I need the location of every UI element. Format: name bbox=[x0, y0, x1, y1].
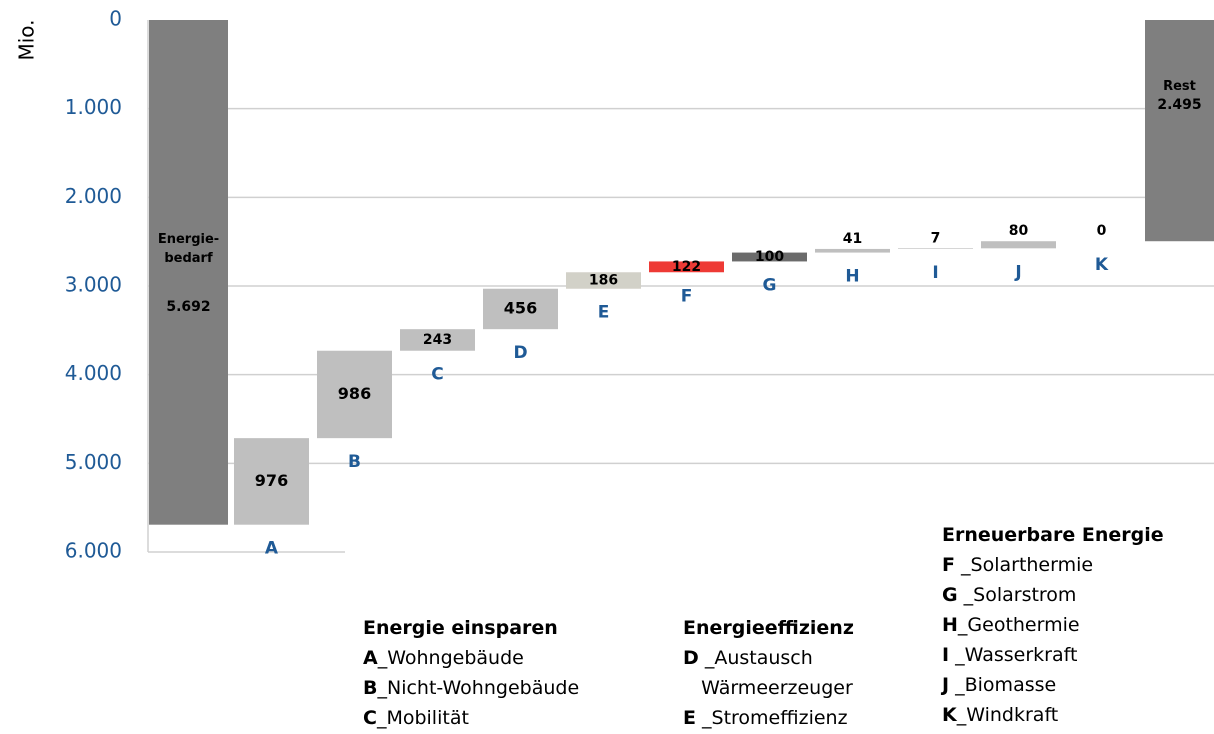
value-label: 100 bbox=[755, 249, 784, 265]
legend-key: D bbox=[683, 647, 699, 669]
value-label: 976 bbox=[255, 471, 288, 490]
legend-text: _Nicht-Wohngebäude bbox=[377, 677, 580, 699]
legend-group: Erneuerbare Energie F _Solarthermie G _Sol… bbox=[942, 520, 1164, 730]
bar bbox=[815, 248, 890, 253]
legend-key: G bbox=[942, 584, 958, 606]
y-axis-label: Mio. bbox=[15, 19, 39, 60]
legend-key: K bbox=[942, 704, 957, 726]
x-tick-label: K bbox=[1095, 255, 1109, 275]
value-label: 7 bbox=[931, 230, 941, 246]
bar bbox=[566, 272, 641, 289]
legend-key: J bbox=[942, 674, 950, 696]
bar bbox=[317, 350, 392, 439]
legend-item: A_Wohngebäude bbox=[363, 643, 579, 673]
x-tick-label: C bbox=[431, 365, 443, 385]
legend-text: _Wasserkraft bbox=[949, 644, 1078, 666]
value-label: 243 bbox=[423, 332, 452, 348]
y-tick-label: 5.000 bbox=[65, 450, 122, 474]
legend-key: F bbox=[942, 554, 955, 576]
x-tick-label: G bbox=[763, 275, 777, 295]
x-tick-label: I bbox=[932, 263, 938, 283]
legend-key: A bbox=[363, 647, 378, 669]
x-tick-label: J bbox=[1014, 262, 1021, 282]
bar bbox=[649, 261, 724, 273]
bar-category-label: Rest bbox=[1163, 79, 1196, 94]
legend-text: _Austausch Wärmeerzeuger bbox=[701, 647, 853, 699]
legend-group: Energieeffizienz D _Austausch Wärmeerzeug… bbox=[683, 613, 854, 733]
legend-item: G _Solarstrom bbox=[942, 580, 1164, 610]
legend-item: H_Geothermie bbox=[942, 610, 1164, 640]
x-tick-label: F bbox=[681, 286, 693, 306]
legend-key: E bbox=[683, 707, 696, 729]
legend-item: I _Wasserkraft bbox=[942, 640, 1164, 670]
value-label: 986 bbox=[338, 384, 371, 403]
legend-text: _Geothermie bbox=[957, 614, 1080, 636]
bar bbox=[483, 288, 558, 330]
value-label: 186 bbox=[589, 273, 618, 289]
legend-title: Energie einsparen bbox=[363, 617, 558, 639]
value-label: 456 bbox=[504, 298, 537, 317]
value-label: 5.692 bbox=[166, 299, 211, 315]
legend-item: D _Austausch Wärmeerzeuger bbox=[683, 643, 854, 703]
legend-text: _Biomasse bbox=[949, 674, 1057, 696]
bar bbox=[149, 20, 228, 525]
legend-item: J _Biomasse bbox=[942, 670, 1164, 700]
legend-item: B_Nicht-Wohngebäude bbox=[363, 673, 579, 703]
x-tick-label: A bbox=[265, 539, 279, 559]
value-label: 2.495 bbox=[1157, 97, 1202, 113]
x-tick-label: H bbox=[845, 267, 859, 287]
legend-item: E _Stromeffizienz bbox=[683, 703, 854, 733]
bar bbox=[400, 329, 475, 351]
y-tick-label: 6.000 bbox=[65, 539, 122, 563]
legend-key: C bbox=[363, 707, 377, 729]
y-tick-label: 0 bbox=[109, 7, 122, 31]
x-tick-label: E bbox=[598, 303, 610, 323]
legend-item: K_Windkraft bbox=[942, 700, 1164, 730]
legend-item: C_Mobilität bbox=[363, 703, 579, 733]
legend-group: Energie einsparen A_Wohngebäude B_Nicht-Wo… bbox=[363, 613, 579, 733]
legend-text: _Wohngebäude bbox=[377, 647, 524, 669]
y-tick-label: 4.000 bbox=[65, 361, 122, 385]
bar bbox=[1145, 20, 1214, 242]
value-label: 0 bbox=[1097, 223, 1107, 239]
legend-title: Energieeffizienz bbox=[683, 617, 854, 639]
legend-text: _Solarstrom bbox=[957, 584, 1077, 606]
bar bbox=[898, 248, 973, 249]
legend-key: B bbox=[363, 677, 378, 699]
x-tick-label: D bbox=[513, 343, 527, 363]
bar-category-label: Energie- bedarf bbox=[157, 232, 220, 266]
legend-text: _Windkraft bbox=[956, 704, 1059, 726]
y-tick-label: 2.000 bbox=[65, 184, 122, 208]
bar bbox=[732, 252, 807, 262]
legend-text: _Mobilität bbox=[376, 707, 469, 729]
legend-text: _Stromeffizienz bbox=[695, 707, 848, 729]
value-label: 41 bbox=[843, 231, 862, 247]
value-label: 122 bbox=[672, 259, 701, 275]
legend-item: F _Solarthermie bbox=[942, 550, 1164, 580]
bar bbox=[981, 241, 1056, 249]
x-tick-label: B bbox=[348, 452, 361, 472]
legend-key: H bbox=[942, 614, 958, 636]
legend-key: I bbox=[942, 644, 950, 666]
y-tick-label: 1.000 bbox=[65, 95, 122, 119]
legend-title: Erneuerbare Energie bbox=[942, 524, 1164, 546]
y-tick-label: 3.000 bbox=[65, 273, 122, 297]
bar bbox=[234, 438, 309, 525]
legend-text: _Solarthermie bbox=[954, 554, 1094, 576]
value-label: 80 bbox=[1009, 223, 1029, 239]
